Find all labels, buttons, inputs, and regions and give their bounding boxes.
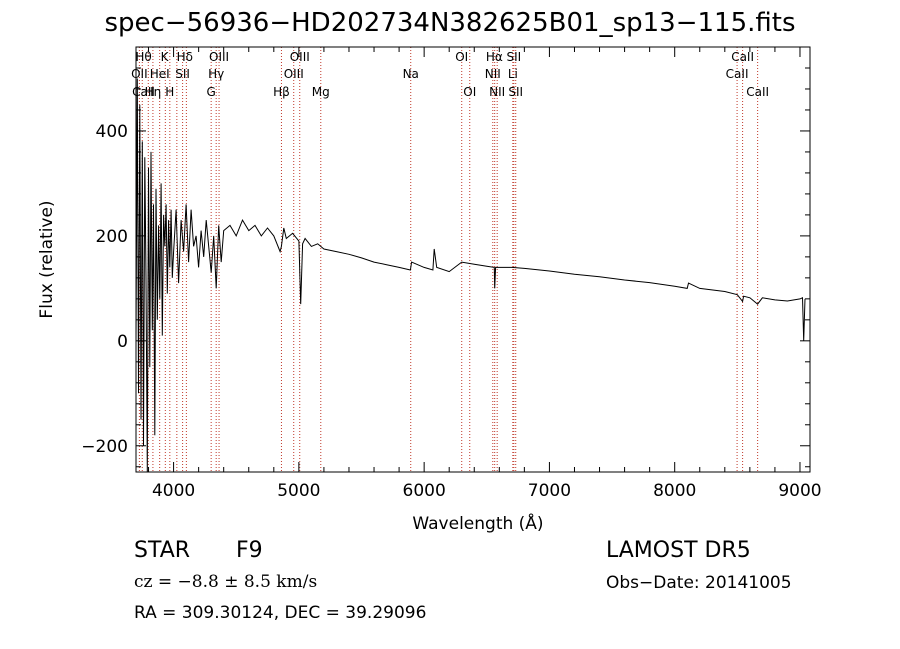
y-tick-label: −200 [81,437,128,457]
x-tick-label: 5000 [277,481,320,501]
chart-title: spec−56936−HD202734N382625B01_sp13−115.f… [104,8,796,38]
y-tick-label: 0 [117,332,128,352]
plot-frame [135,46,811,473]
x-tick-label: 6000 [403,481,446,501]
spectral-line-label: OI [455,50,468,64]
spectral-line-label: OIII [290,50,310,64]
spectral-line-label: CaII [746,85,769,99]
spectral-line-label: NII [485,67,501,81]
subclass-label: F9 [236,538,263,563]
obs-date-label: Obs−Date: 20141005 [606,573,792,593]
redshift-label: cz = −8.8 ± 8.5 km/s [134,572,318,592]
x-tick-label: 7000 [528,481,571,501]
spectral-line-label: CaII [731,50,754,64]
spectral-line-label: SII [506,50,521,64]
x-tick-label: 8000 [653,481,696,501]
spectral-line-label: Na [403,67,419,81]
spectral-line-label: SII [175,67,190,81]
y-tick-label: 200 [96,227,128,247]
spectral-line-label: OII [131,67,148,81]
spectral-line-label: Li [508,67,518,81]
spectral-line-label: Hδ [177,50,193,64]
spectral-line-label: G [207,85,216,99]
spectral-line-label: Mg [312,85,330,99]
spectral-line-label: Hθ [135,50,151,64]
spectral-line-label: Hβ [273,85,290,99]
spectral-line-label: CaII [132,85,155,99]
spectral-line-label: H [165,85,174,99]
spectral-line-label: OIII [284,67,304,81]
spectral-line-label: SII [508,85,523,99]
y-tick-label: 400 [96,122,128,142]
spectral-line-label: Hα [486,50,503,64]
spectral-line-label: NII [489,85,505,99]
spectral-line-label: CaII [726,67,749,81]
spectral-line-label: Hγ [208,67,224,81]
coordinates-label: RA = 309.30124, DEC = 39.29096 [134,603,427,623]
y-axis-label: Flux (relative) [37,200,57,318]
survey-label: LAMOST DR5 [606,538,751,563]
spectral-line-label: OI [463,85,476,99]
object-type-label: STAR [134,538,191,563]
spectral-line-label: Hη [145,85,162,99]
spectral-line-label: K [161,50,170,64]
spectrum-series-line [135,78,806,473]
x-axis-label: Wavelength (Å) [412,512,543,534]
spectral-line-label: HeI [150,67,170,81]
x-tick-label: 4000 [152,481,195,501]
spectral-line-label: OIII [209,50,229,64]
x-tick-label: 9000 [778,481,821,501]
